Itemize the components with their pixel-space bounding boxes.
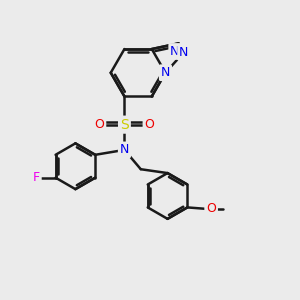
Text: O: O xyxy=(206,202,216,215)
Text: S: S xyxy=(120,118,129,132)
Text: O: O xyxy=(94,118,104,131)
Text: F: F xyxy=(33,171,40,184)
Text: N: N xyxy=(170,45,180,58)
Text: O: O xyxy=(145,118,154,131)
Text: N: N xyxy=(161,66,170,79)
Text: N: N xyxy=(179,46,188,59)
Text: N: N xyxy=(120,143,129,156)
